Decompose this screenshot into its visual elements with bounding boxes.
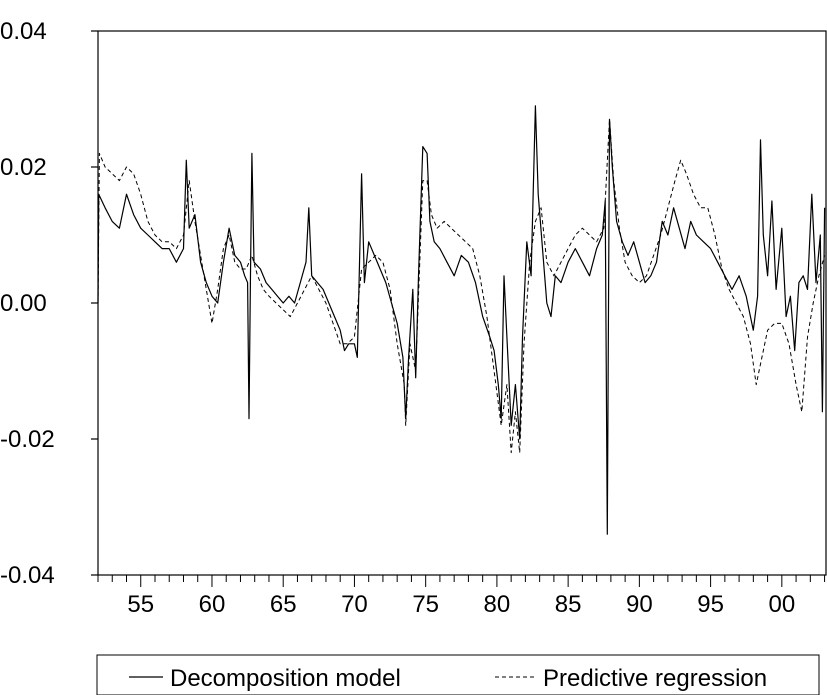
y-tick-label: 0.00 bbox=[0, 290, 47, 317]
x-tick-label: 00 bbox=[768, 591, 795, 618]
legend-label-predictive: Predictive regression bbox=[543, 665, 767, 692]
series-line-decomposition-model bbox=[97, 105, 826, 535]
series-line-predictive-regression bbox=[97, 118, 826, 454]
y-tick-label: -0.02 bbox=[0, 426, 55, 453]
x-tick-label: 90 bbox=[626, 591, 653, 618]
legend-box bbox=[96, 654, 820, 695]
x-tick-label: 85 bbox=[555, 591, 582, 618]
x-tick-label: 80 bbox=[484, 591, 511, 618]
x-tick-label: 55 bbox=[127, 591, 154, 618]
series-layer bbox=[97, 105, 826, 535]
y-axis: 0.04 0.02 0.00 -0.02 -0.04 bbox=[0, 18, 98, 589]
plot-area bbox=[97, 30, 827, 576]
y-tick-label: -0.04 bbox=[0, 562, 55, 589]
y-tick-label: 0.04 bbox=[0, 18, 47, 45]
y-tick-label: 0.02 bbox=[0, 154, 47, 181]
x-tick-label: 75 bbox=[412, 591, 439, 618]
x-tick-label: 65 bbox=[270, 591, 297, 618]
x-tick-label: 95 bbox=[697, 591, 724, 618]
x-tick-label: 70 bbox=[341, 591, 368, 618]
x-tick-label: 60 bbox=[199, 591, 226, 618]
legend: Decomposition model Predictive regressio… bbox=[96, 654, 820, 695]
legend-label-decomposition: Decomposition model bbox=[170, 665, 401, 692]
x-axis: 55 60 65 70 75 80 85 90 95 00 bbox=[97, 575, 826, 618]
